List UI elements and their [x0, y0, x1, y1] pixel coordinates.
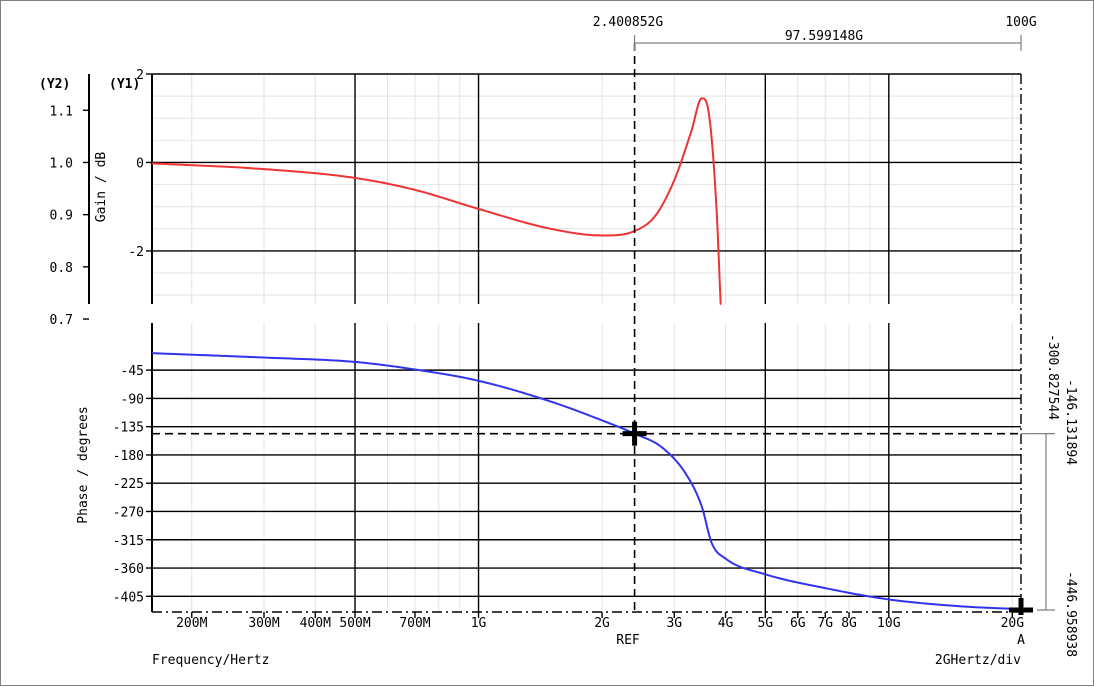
x-tick-label: 2G [594, 616, 610, 631]
x-tick-labels: 200M 300M 400M 500M 700M 1G 2G 3G 4G 5G 6G 7G 8G 10G 2… [176, 612, 1024, 631]
gain-y2-tick-labels: 1.1 1.0 0.9 0.8 0.7 [50, 104, 89, 328]
gain-y2-tick-label: 0.8 [50, 261, 73, 276]
gain-y-tick-label: -2 [128, 245, 144, 260]
gain-y2-tick-label: 0.9 [50, 209, 73, 224]
ref-marker-label: REF [616, 633, 640, 648]
delta-frequency-readout: 97.599148G [785, 29, 863, 44]
phase-y-tick-label: -360 [113, 562, 144, 577]
x-tick-label: 3G [666, 616, 682, 631]
gain-y-tick-labels: 2 0 -2 [128, 68, 152, 260]
x-tick-label: 300M [248, 616, 279, 631]
markers [152, 35, 1055, 615]
x-tick-label: 1G [471, 616, 487, 631]
ref-frequency-readout: 2.400852G [593, 15, 664, 30]
scale-per-division-label: 2GHertz/div [935, 653, 1021, 668]
phase-y-tick-labels: -45 -90 -135 -180 -225 -270 -315 -360 -405 [113, 364, 152, 605]
x-tick-label: 4G [718, 616, 734, 631]
a-frequency-readout: 100G [1005, 15, 1036, 30]
phase-y-tick-label: -90 [121, 392, 144, 407]
x-axis-label: Frequency/Hertz [152, 653, 269, 668]
gain-axis-label: Gain / dB [94, 152, 109, 223]
phase-y-tick-label: -180 [113, 449, 144, 464]
series-lines [151, 97, 1013, 610]
phase-y-tick-label: -45 [121, 364, 144, 379]
ref-phase-readout: -146.131894 [1063, 379, 1078, 465]
y1-axis-title: (Y1) [109, 77, 140, 92]
gain-minor-grid [152, 73, 1021, 304]
gain-y-tick-label: 2 [136, 68, 144, 83]
x-tick-label: 10G [877, 616, 901, 631]
a-phase-readout: -446.958938 [1063, 571, 1078, 657]
phase-y-tick-label: -315 [113, 534, 144, 549]
x-tick-label: 500M [339, 616, 370, 631]
gain-major-grid [152, 73, 1021, 304]
phase-major-grid [152, 323, 1021, 612]
gain-y2-tick-label: 0.7 [50, 313, 73, 328]
axes [88, 74, 1022, 613]
y2-axis-title: (Y2) [39, 77, 70, 92]
delta-phase-readout: -300.827544 [1045, 334, 1060, 420]
phase-series-line [151, 352, 1013, 610]
phase-y-tick-label: -135 [113, 421, 144, 436]
phase-y-tick-label: -270 [113, 505, 144, 520]
x-tick-label: 7G [817, 616, 833, 631]
x-tick-label: 400M [300, 616, 331, 631]
phase-axis-label: Phase / degrees [76, 406, 91, 523]
x-tick-label: 200M [176, 616, 207, 631]
a-marker-label: A [1017, 633, 1025, 648]
x-tick-label: 20G [1001, 616, 1025, 631]
phase-y-tick-label: -405 [113, 590, 144, 605]
gain-y2-tick-label: 1.0 [50, 156, 73, 171]
gain-y2-tick-label: 1.1 [50, 104, 73, 119]
x-tick-label: 5G [757, 616, 773, 631]
x-tick-label: 700M [399, 616, 430, 631]
phase-y-tick-label: -225 [113, 477, 144, 492]
x-tick-label: 8G [841, 616, 857, 631]
gain-y-tick-label: 0 [136, 156, 144, 171]
x-tick-label: 6G [790, 616, 806, 631]
